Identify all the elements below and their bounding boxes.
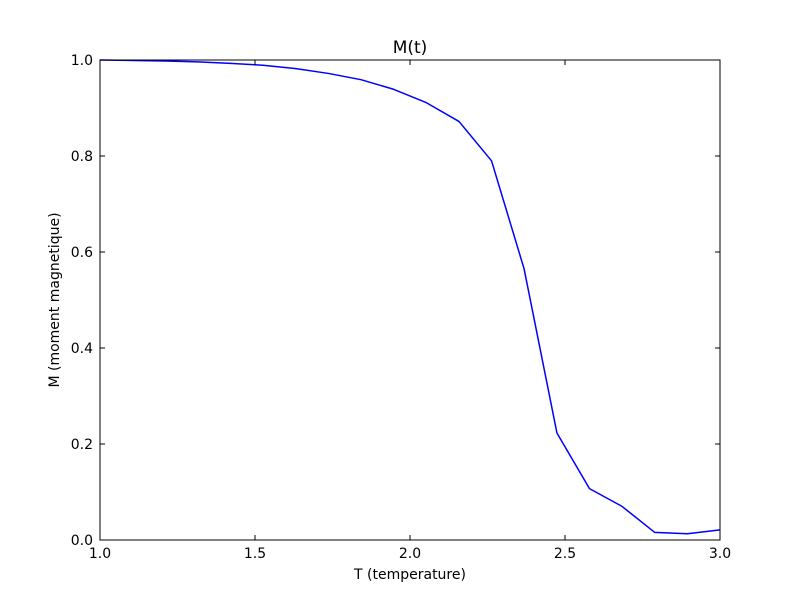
y-tick-label: 0.6 [71,245,93,261]
x-tick-label: 2.5 [554,546,576,562]
series-line-0 [99,59,721,535]
y-axis-label: M (moment magnetique) [47,212,63,387]
chart-title: M(t) [393,38,428,58]
x-tick-label: 1.0 [89,546,111,562]
y-tick-label: 0.8 [71,149,93,165]
x-axis-label: T (temperature) [353,567,466,583]
x-tick-label: 2.0 [399,546,421,562]
y-tick-label: 1.0 [71,53,93,69]
plot-area: 1.0 1.5 2.0 2.5 3.0 0.0 0.2 0.4 0.6 0.8 1.0 [71,53,731,562]
y-tick-label: 0.0 [71,533,93,549]
x-tick-label: 3.0 [709,546,731,562]
y-tick-label: 0.4 [71,341,93,357]
x-tick-label: 1.5 [244,546,266,562]
y-tick-label: 0.2 [71,437,93,453]
